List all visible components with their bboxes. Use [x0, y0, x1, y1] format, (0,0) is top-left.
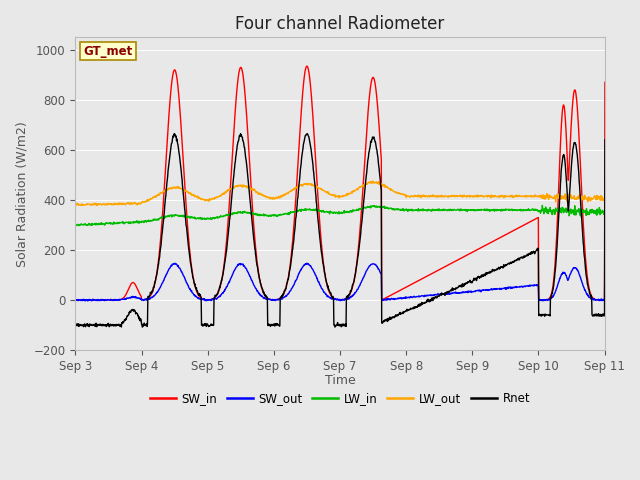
Text: GT_met: GT_met — [83, 45, 132, 58]
LW_out — [72, 202, 79, 208]
Y-axis label: Solar Radiation (W/m2): Solar Radiation (W/m2) — [15, 121, 28, 266]
LW_out — [628, 198, 636, 204]
LW_in — [427, 207, 435, 213]
Rnet — [303, 131, 311, 137]
SW_in — [303, 63, 311, 69]
LW_in — [136, 219, 143, 225]
SW_in — [148, 290, 156, 296]
SW_in — [428, 271, 435, 277]
LW_out — [246, 185, 254, 191]
SW_out — [628, 286, 636, 291]
Line: SW_out: SW_out — [76, 263, 640, 301]
LW_in — [246, 210, 254, 216]
LW_out — [148, 196, 156, 202]
Rnet — [331, 324, 339, 330]
LW_in — [628, 212, 636, 218]
SW_out — [246, 274, 254, 279]
Rnet — [136, 317, 143, 323]
SW_out — [148, 294, 156, 300]
LW_in — [538, 203, 546, 208]
SW_out — [81, 298, 89, 304]
SW_out — [72, 297, 79, 302]
SW_in — [338, 297, 346, 302]
SW_out — [136, 296, 143, 301]
LW_out — [93, 203, 100, 208]
LW_in — [72, 223, 80, 228]
Line: LW_in: LW_in — [76, 205, 640, 226]
SW_in — [72, 297, 79, 303]
LW_out — [428, 193, 435, 199]
SW_out — [303, 260, 310, 266]
Rnet — [628, 267, 636, 273]
Rnet — [246, 193, 253, 199]
LW_out — [369, 178, 376, 184]
LW_in — [338, 210, 346, 216]
Legend: SW_in, SW_out, LW_in, LW_out, Rnet: SW_in, SW_out, LW_in, LW_out, Rnet — [145, 387, 535, 410]
X-axis label: Time: Time — [324, 374, 355, 387]
Rnet — [148, 289, 156, 295]
SW_in — [378, 297, 385, 303]
Rnet — [428, 297, 435, 302]
Line: Rnet: Rnet — [76, 134, 640, 327]
Line: LW_out: LW_out — [76, 181, 640, 205]
LW_out — [338, 193, 346, 199]
Title: Four channel Radiometer: Four channel Radiometer — [236, 15, 445, 33]
Rnet — [339, 321, 346, 327]
SW_out — [428, 292, 435, 298]
LW_in — [72, 223, 79, 228]
LW_out — [136, 201, 143, 206]
SW_in — [628, 240, 636, 246]
SW_out — [339, 297, 346, 303]
Rnet — [72, 322, 79, 328]
SW_in — [246, 161, 253, 167]
Line: SW_in: SW_in — [76, 66, 640, 300]
LW_in — [148, 217, 156, 223]
SW_in — [136, 290, 143, 296]
